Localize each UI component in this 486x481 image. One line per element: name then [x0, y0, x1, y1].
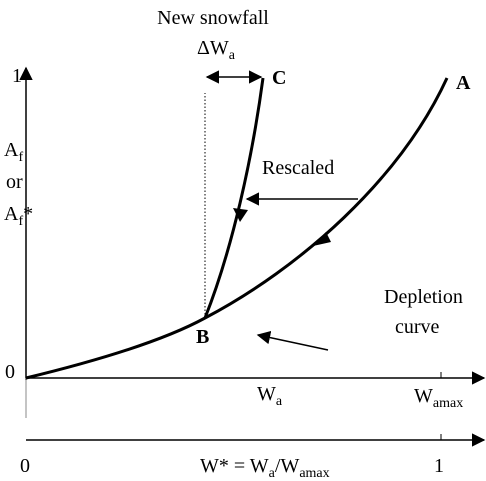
rescaled-curve — [203, 77, 265, 319]
depletion-curve — [25, 77, 449, 380]
point-label: C — [272, 67, 286, 89]
point-label: B — [196, 326, 209, 348]
rescaled-label: Rescaled — [262, 157, 334, 179]
curve-arrowhead — [233, 208, 248, 222]
depletion-label: Depletion — [384, 286, 463, 308]
point-label: A — [456, 72, 471, 94]
delta-label: ΔWa — [197, 37, 236, 63]
x-axis-label: Wa — [257, 383, 283, 409]
x-axis-max-label: Wamax — [414, 385, 463, 411]
depletion-label: curve — [395, 316, 440, 338]
y-min-label: 0 — [5, 361, 15, 383]
y-axis-label: or — [6, 171, 23, 193]
y-axis-label: Af* — [4, 203, 33, 229]
y-max-label: 1 — [12, 65, 22, 87]
curve-arrowhead — [313, 232, 331, 246]
x2-axis-label: W* = Wa/Wamax — [200, 455, 330, 481]
x2-min-label: 0 — [20, 455, 30, 477]
x2-max-label: 1 — [434, 455, 444, 477]
depletion-pointer — [256, 330, 329, 351]
title: New snowfall — [157, 7, 269, 29]
y-axis-label: Af — [4, 139, 23, 165]
